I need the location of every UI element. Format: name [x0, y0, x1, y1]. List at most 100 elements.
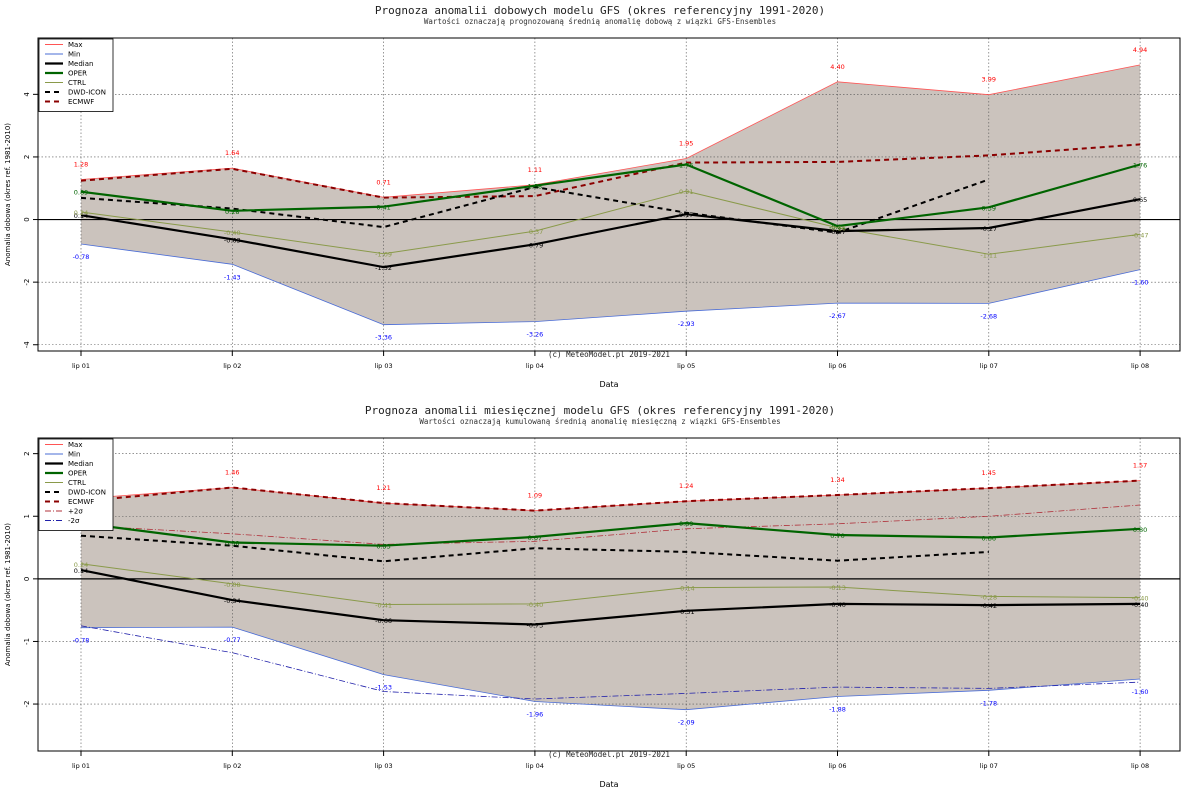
y-tick-label: 2	[23, 155, 31, 159]
legend-label: +2σ	[68, 508, 83, 516]
daily-anomaly-chart: Prognoza anomalii dobowych modelu GFS (o…	[4, 4, 1181, 389]
x-tick-label: lip 07	[980, 362, 998, 370]
series-line	[80, 521, 1141, 547]
data-label: 1.46	[225, 468, 239, 476]
data-label: -0.63	[224, 236, 241, 244]
legend-label: Max	[68, 41, 82, 49]
series-line	[80, 143, 1141, 199]
data-label: -1.53	[375, 684, 392, 692]
data-label: 0.17	[679, 211, 693, 219]
data-label: -2.68	[980, 312, 997, 320]
data-label: 1.09	[528, 492, 542, 500]
chart-title: Prognoza anomalii miesięcznej modelu GFS…	[364, 404, 836, 417]
data-label: -2.67	[829, 312, 846, 320]
data-label: 0.80	[1133, 526, 1147, 534]
data-label: -0.78	[73, 253, 90, 261]
series-line	[80, 198, 1141, 269]
x-tick-label: lip 03	[375, 362, 393, 370]
x-tick-label: lip 02	[223, 762, 241, 770]
x-tick-label: lip 01	[72, 762, 90, 770]
x-tick-label: lip 05	[677, 362, 695, 370]
y-tick-label: 0	[23, 217, 31, 221]
data-label: 1.76	[1133, 161, 1147, 169]
data-label: -0.26	[829, 225, 846, 233]
chart-subtitle: Wartości oznaczają kumulowaną średnią an…	[419, 417, 781, 426]
data-label: -1.88	[829, 706, 846, 714]
credit-text: (c) MeteoModel.pl 2019-2021	[548, 750, 670, 759]
spread-band	[81, 480, 1141, 710]
x-tick-label: lip 06	[828, 762, 846, 770]
y-tick-label: 2	[23, 451, 31, 455]
y-tick-label: 4	[23, 92, 31, 97]
x-tick-label: lip 01	[72, 362, 90, 370]
legend-label: OPER	[68, 70, 87, 78]
data-label: 0.89	[679, 520, 693, 528]
data-label: -0.08	[224, 581, 241, 589]
data-label: 0.89	[74, 189, 88, 197]
data-label: 0.41	[376, 204, 390, 212]
y-tick-label: -1	[23, 638, 31, 645]
data-label: -2.93	[678, 320, 695, 328]
data-label: -1.60	[1132, 279, 1149, 287]
x-tick-label: lip 04	[526, 762, 544, 770]
data-label: -0.40	[224, 229, 241, 237]
series-line	[80, 563, 1141, 606]
y-axis-label: Anomalia dobowa (okres ref. 1981-2010)	[4, 523, 12, 666]
data-label: -0.27	[980, 225, 997, 233]
data-label: -1.09	[375, 251, 392, 259]
daily-anomaly-plot: 1.28 1.64 0.71 1.11 1.95 4.40 3.99 4.94 -0.78 -1.…	[4, 37, 1181, 389]
plot-frame	[37, 437, 1181, 752]
data-label: -0.37	[526, 228, 543, 236]
data-label: -0.41	[375, 602, 392, 610]
x-tick-label: lip 03	[375, 762, 393, 770]
series-line	[80, 625, 1141, 700]
y-tick-label: -2	[23, 701, 31, 708]
legend-label: Max	[68, 441, 82, 449]
data-label: -0.34	[224, 597, 241, 605]
data-label: -0.78	[73, 637, 90, 645]
data-label: 0.67	[528, 534, 542, 542]
credit-text: (c) MeteoModel.pl 2019-2021	[548, 350, 670, 359]
spread-band	[81, 64, 1141, 325]
x-tick-label: lip 07	[980, 762, 998, 770]
series-line	[80, 534, 989, 563]
data-label: -2.09	[678, 719, 695, 727]
series-line	[80, 504, 1141, 545]
data-label: -1.43	[224, 273, 241, 281]
data-label: 1.11	[528, 166, 542, 174]
y-tick-label: 0	[23, 577, 31, 581]
legend-label: CTRL	[68, 479, 86, 487]
data-label: 1.45	[982, 469, 996, 477]
data-label: -0.73	[526, 622, 543, 630]
data-label: -0.66	[375, 617, 392, 625]
series-line	[80, 479, 1141, 512]
data-label: 0.66	[982, 535, 996, 543]
data-label: -1.96	[526, 711, 543, 719]
monthly-anomaly-chart: Prognoza anomalii miesięcznej modelu GFS…	[0, 400, 1200, 800]
legend-label: OPER	[68, 470, 87, 478]
data-label: -1.60	[1132, 688, 1149, 696]
x-tick-label: lip 05	[677, 762, 695, 770]
legend-label: CTRL	[68, 79, 86, 87]
series-line	[80, 163, 1141, 228]
data-label: 0.14	[74, 567, 88, 575]
data-label: 0.71	[376, 178, 390, 186]
series-line	[80, 178, 990, 234]
data-label: -0.77	[224, 636, 241, 644]
data-label: -0.40	[1132, 595, 1149, 603]
data-label: -0.13	[829, 584, 846, 592]
data-label: 0.28	[225, 208, 239, 216]
data-label: -1.52	[375, 264, 392, 272]
x-tick-label: lip 08	[1131, 762, 1149, 770]
legend-label: DWD-ICON	[68, 89, 106, 97]
data-label: 1.34	[830, 476, 844, 484]
legend-label: Min	[68, 451, 80, 459]
data-label: 0.39	[982, 204, 996, 212]
chart-title: Prognoza anomalii dobowych modelu GFS (o…	[374, 4, 826, 17]
data-label: -3.26	[526, 331, 543, 339]
data-label: -0.42	[980, 602, 997, 610]
y-tick-label: -4	[23, 341, 31, 349]
data-label: 1.76	[679, 161, 693, 169]
x-tick-label: lip 08	[1131, 362, 1149, 370]
legend-box	[38, 38, 114, 112]
